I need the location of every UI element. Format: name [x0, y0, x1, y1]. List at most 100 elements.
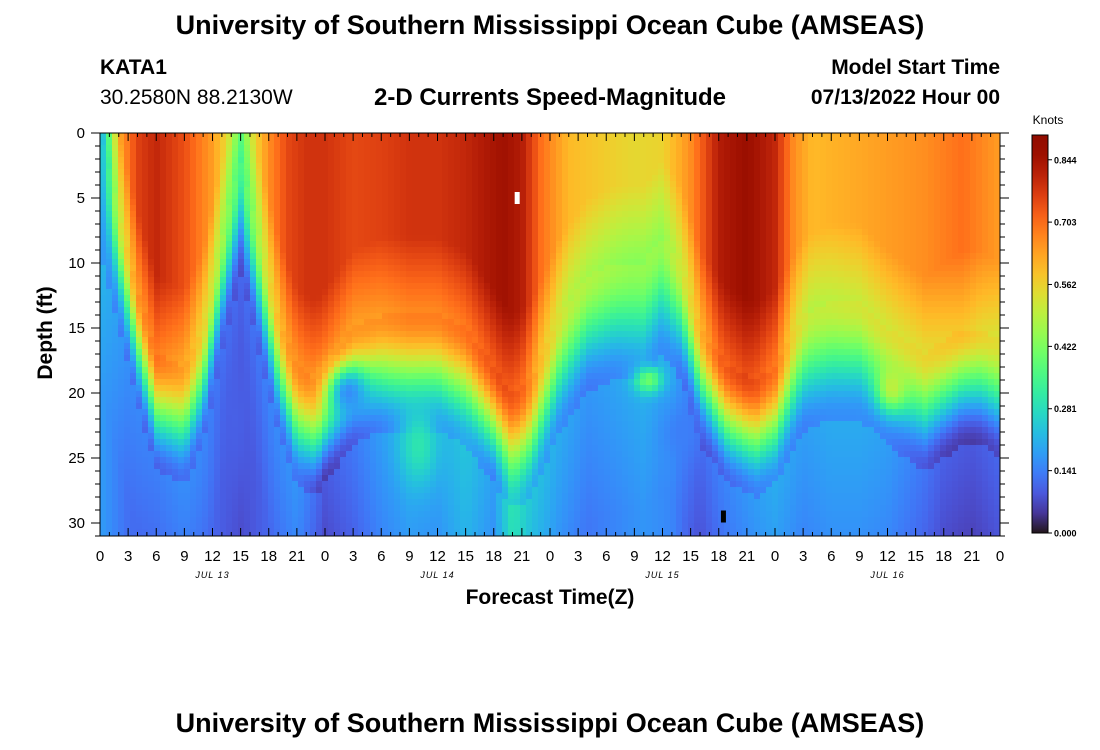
heatmap-cell	[256, 517, 263, 524]
heatmap-cell	[514, 355, 521, 362]
heatmap-cell	[478, 259, 485, 266]
heatmap-cell	[136, 301, 143, 308]
heatmap-cell	[256, 313, 263, 320]
heatmap-cell	[496, 403, 503, 410]
heatmap-cell	[208, 241, 215, 248]
heatmap-cell	[322, 223, 329, 230]
heatmap-cell	[316, 325, 323, 332]
heatmap-cell	[268, 355, 275, 362]
heatmap-cell	[244, 187, 251, 194]
heatmap-cell	[382, 517, 389, 524]
heatmap-cell	[328, 313, 335, 320]
heatmap-cell	[352, 361, 359, 368]
heatmap-cell	[322, 499, 329, 506]
heatmap-cell	[406, 445, 413, 452]
heatmap-cell	[376, 361, 383, 368]
heatmap-cell	[442, 439, 449, 446]
heatmap-cell	[112, 415, 119, 422]
heatmap-cell	[250, 361, 257, 368]
heatmap-cell	[166, 265, 173, 272]
heatmap-cell	[460, 217, 467, 224]
heatmap-cell	[412, 463, 419, 470]
heatmap-cell	[208, 439, 215, 446]
heatmap-cell	[316, 169, 323, 176]
heatmap-cell	[172, 205, 179, 212]
heatmap-cell	[262, 397, 269, 404]
heatmap-cell	[208, 331, 215, 338]
heatmap-cell	[508, 151, 515, 158]
heatmap-cell	[526, 205, 533, 212]
heatmap-cell	[274, 469, 281, 476]
heatmap-cell	[328, 265, 335, 272]
heatmap-cell	[202, 187, 209, 194]
heatmap-cell	[148, 355, 155, 362]
heatmap-cell	[256, 211, 263, 218]
heatmap-cell	[502, 241, 509, 248]
heatmap-cell	[232, 169, 239, 176]
heatmap-cell	[304, 445, 311, 452]
heatmap-cell	[520, 163, 527, 170]
heatmap-cell	[484, 391, 491, 398]
heatmap-cell	[532, 163, 539, 170]
heatmap-cell	[388, 319, 395, 326]
heatmap-cell	[376, 181, 383, 188]
heatmap-cell	[376, 397, 383, 404]
heatmap-cell	[466, 139, 473, 146]
heatmap-cell	[148, 427, 155, 434]
heatmap-cell	[502, 445, 509, 452]
heatmap-cell	[130, 469, 137, 476]
heatmap-cell	[184, 463, 191, 470]
heatmap-cell	[460, 307, 467, 314]
heatmap-cell	[190, 379, 197, 386]
heatmap-cell	[196, 175, 203, 182]
heatmap-cell	[328, 277, 335, 284]
heatmap-cell	[484, 493, 491, 500]
heatmap-cell	[394, 313, 401, 320]
heatmap-cell	[154, 169, 161, 176]
heatmap-cell	[256, 193, 263, 200]
heatmap-cell	[394, 265, 401, 272]
heatmap-cell	[172, 193, 179, 200]
heatmap-cell	[250, 457, 257, 464]
heatmap-cell	[124, 391, 131, 398]
heatmap-cell	[454, 199, 461, 206]
heatmap-cell	[316, 409, 323, 416]
heatmap-cell	[172, 439, 179, 446]
heatmap-cell	[142, 337, 149, 344]
heatmap-cell	[304, 361, 311, 368]
heatmap-cell	[310, 313, 317, 320]
heatmap-cell	[232, 397, 239, 404]
heatmap-cell	[148, 181, 155, 188]
heatmap-cell	[460, 151, 467, 158]
heatmap-cell	[136, 487, 143, 494]
heatmap-cell	[388, 385, 395, 392]
heatmap-cell	[148, 247, 155, 254]
heatmap-cell	[160, 385, 167, 392]
heatmap-cell	[538, 223, 545, 230]
heatmap-cell	[298, 313, 305, 320]
heatmap-cell	[208, 433, 215, 440]
heatmap-cell	[304, 205, 311, 212]
heatmap-cell	[490, 469, 497, 476]
heatmap-cell	[208, 247, 215, 254]
heatmap-cell	[244, 277, 251, 284]
heatmap-cell	[460, 157, 467, 164]
heatmap-cell	[148, 277, 155, 284]
heatmap-cell	[244, 223, 251, 230]
heatmap-cell	[526, 271, 533, 278]
heatmap-cell	[508, 469, 515, 476]
heatmap-cell	[388, 439, 395, 446]
heatmap-cell	[424, 487, 431, 494]
heatmap-cell	[322, 205, 329, 212]
heatmap-cell	[310, 505, 317, 512]
heatmap-cell	[208, 325, 215, 332]
heatmap-cell	[208, 421, 215, 428]
heatmap-cell	[472, 271, 479, 278]
heatmap-cell	[178, 373, 185, 380]
heatmap-cell	[238, 355, 245, 362]
heatmap-cell	[430, 439, 437, 446]
heatmap-cell	[460, 229, 467, 236]
heatmap-cell	[190, 157, 197, 164]
heatmap-cell	[520, 523, 527, 530]
heatmap-cell	[490, 169, 497, 176]
